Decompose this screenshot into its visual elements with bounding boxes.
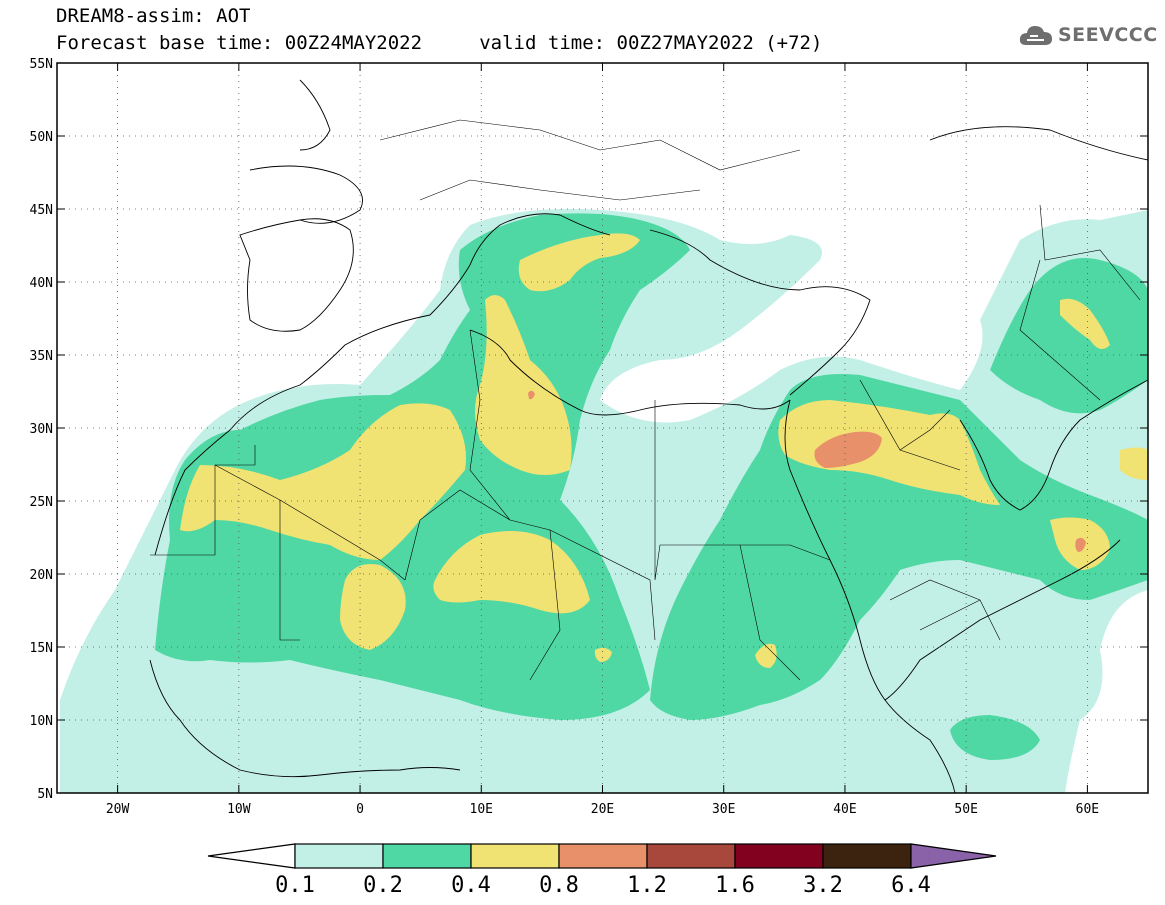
lat-tick-label: 10N: [30, 714, 53, 729]
lon-tick-label: 10E: [470, 802, 493, 817]
aot-colorbar: 0.1 0.2 0.4 0.8 1.2 1.6 3.2 6.4: [207, 843, 997, 898]
colorbar-swatch: [558, 843, 648, 869]
axis-ticks: 55N 50N 45N 40N 35N 30N 25N 20N 15N 10N 5N 20W 10W 0 1…: [30, 57, 1148, 817]
lat-tick-label: 45N: [30, 203, 53, 218]
colorbar-swatch: [294, 843, 384, 869]
colorbar-min-arrow: [207, 843, 296, 869]
map-subtitle-times: Forecast base time: 00Z24MAY2022 valid t…: [56, 32, 823, 54]
colorbar-swatch: [822, 843, 912, 869]
lon-tick-label: 20E: [591, 802, 614, 817]
seevccc-logo: SEEVCCC: [1018, 22, 1158, 48]
colorbar-label: 6.4: [891, 873, 931, 898]
lon-tick-label: 50E: [954, 802, 977, 817]
lon-tick-label: 40E: [833, 802, 856, 817]
lon-tick-label: 10W: [227, 802, 251, 817]
colorbar-label: 1.2: [627, 873, 667, 898]
lat-tick-label: 35N: [30, 349, 53, 364]
colorbar-label: 0.2: [363, 873, 403, 898]
colorbar-label: 1.6: [715, 873, 755, 898]
aot-band-0-8: [528, 390, 1086, 552]
lon-tick-label: 60E: [1076, 802, 1099, 817]
lat-tick-label: 5N: [37, 787, 53, 802]
lat-tick-label: 15N: [30, 641, 53, 656]
country-borders: [150, 119, 1141, 681]
lat-tick-label: 25N: [30, 495, 53, 510]
logo-text: SEEVCCC: [1058, 24, 1158, 46]
lat-tick-label: 30N: [30, 422, 53, 437]
colorbar-swatch: [734, 843, 824, 869]
lat-tick-label: 40N: [30, 276, 53, 291]
colorbar-label: 3.2: [803, 873, 843, 898]
lat-tick-label: 50N: [30, 130, 53, 145]
lon-tick-label: 30E: [712, 802, 735, 817]
colorbar-max-arrow: [910, 843, 997, 869]
colorbar-label: 0.8: [539, 873, 579, 898]
map-title: DREAM8-assim: AOT: [56, 5, 251, 27]
colorbar-swatch: [470, 843, 560, 869]
colorbar-swatch: [646, 843, 736, 869]
lon-tick-label: 0: [356, 802, 364, 817]
lat-tick-label: 20N: [30, 568, 53, 583]
colorbar-label: 0.1: [275, 873, 315, 898]
coastlines-and-borders: [149, 79, 1148, 793]
lon-tick-label: 20W: [106, 802, 130, 817]
aot-band-0-4: [180, 233, 1148, 668]
colorbar-swatch: [382, 843, 472, 869]
colorbar-label: 0.4: [451, 873, 491, 898]
lat-tick-label: 55N: [30, 57, 53, 72]
cloud-icon: [1019, 26, 1052, 45]
